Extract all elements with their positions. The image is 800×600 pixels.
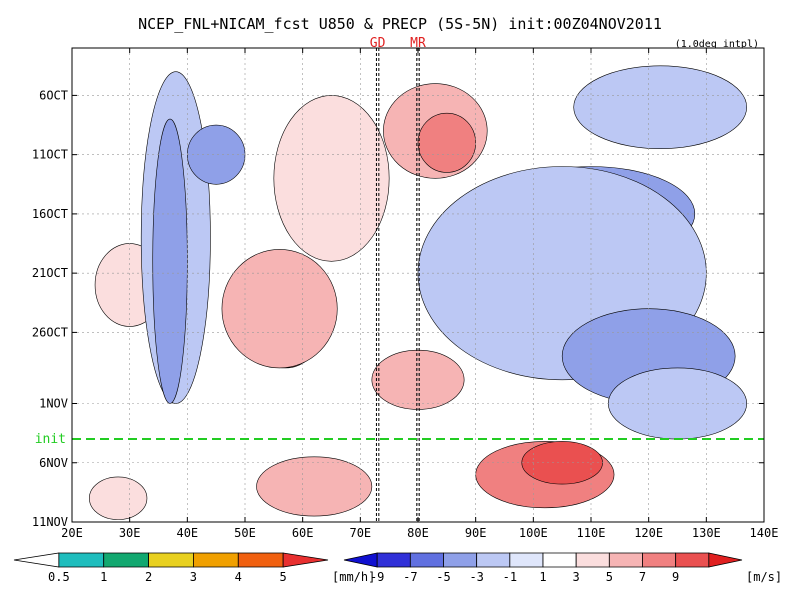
- precip-legend-label: 2: [145, 570, 152, 584]
- wind-legend-unit: [m/s]: [746, 570, 782, 584]
- marker-lines: GD MR: [370, 36, 426, 522]
- x-tick-label: 130E: [692, 526, 721, 540]
- wind-legend-label: -7: [403, 570, 417, 584]
- y-axis-ticks: 6OCT 11OCT 16OCT 21OCT 26OCT 1NOV 6NOV 11NOV: [32, 88, 764, 529]
- precip-legend-label: 4: [235, 570, 242, 584]
- wind-legend-swatch: [708, 552, 743, 568]
- wind-region-westerly-8: [256, 456, 373, 517]
- wind-legend-swatch: [343, 552, 378, 568]
- precip-legend-swatch: [103, 552, 149, 568]
- x-tick-label: 140E: [750, 526, 779, 540]
- wind-region-westerly-3: [417, 112, 476, 173]
- wind-legend-swatch: [476, 552, 511, 568]
- wind-legend-swatch: [376, 552, 411, 568]
- wind-region-westerly-4: [273, 95, 390, 262]
- wind-legend-label: -5: [436, 570, 450, 584]
- y-tick-label: 6OCT: [39, 88, 68, 102]
- chart-subtitle: (1.0deg intpl): [675, 39, 759, 50]
- x-tick-label: 50E: [234, 526, 256, 540]
- init-label: init: [35, 432, 66, 447]
- y-tick-label: 1NOV: [39, 397, 68, 411]
- wind-legend-label: 7: [639, 570, 646, 584]
- wind-legend-swatch: [509, 552, 544, 568]
- plot-area: GD MR init 20E 30E 40E 50E 60E 70E 80E 90E 100E 11…: [32, 36, 779, 540]
- precip-legend-label: 3: [190, 570, 197, 584]
- precip-legend: 0.5 1 2 3 4 5 [mm/h]: [13, 552, 375, 584]
- grid-lines: [72, 48, 764, 522]
- x-tick-label: 100E: [519, 526, 548, 540]
- precip-legend-swatch: [58, 552, 105, 568]
- marker-label-gd: GD: [370, 36, 386, 51]
- precip-legend-label: 5: [280, 570, 287, 584]
- precip-legend-swatch: [237, 552, 284, 568]
- precip-legend-swatch: [148, 552, 194, 568]
- chart-title: NCEP_FNL+NICAM_fcst U850 & PRECP (5S-5N)…: [138, 15, 662, 33]
- precip-legend-swatch: [13, 552, 60, 568]
- wind-region-easterly-12: [152, 118, 188, 404]
- x-tick-label: 110E: [577, 526, 606, 540]
- wind-legend-swatch: [608, 552, 643, 568]
- x-tick-label: 70E: [349, 526, 371, 540]
- wind-legend-label: 5: [606, 570, 613, 584]
- x-tick-label: 80E: [407, 526, 429, 540]
- wind-region-easterly-18: [573, 65, 748, 150]
- wind-legend-label: 3: [573, 570, 580, 584]
- wind-legend-swatch: [675, 552, 710, 568]
- x-tick-label: 20E: [61, 526, 83, 540]
- wind-legend-swatch: [443, 552, 478, 568]
- x-tick-label: 40E: [176, 526, 198, 540]
- x-tick-label: 60E: [292, 526, 314, 540]
- precip-legend-label: 1: [100, 570, 107, 584]
- marker-label-mr: MR: [410, 36, 426, 51]
- wind-legend-label: 9: [672, 570, 679, 584]
- y-tick-label: 11NOV: [32, 515, 68, 529]
- wind-legend-swatch: [542, 552, 577, 568]
- precip-legend-unit: [mm/h]: [332, 570, 375, 584]
- y-tick-label: 26OCT: [32, 325, 68, 339]
- wind-legend-swatch: [642, 552, 677, 568]
- wind-region-westerly-1: [221, 249, 338, 369]
- wind-legend: -9 -7 -5 -3 -1 1 3 5 7 9 [m/s]: [343, 552, 782, 584]
- wind-legend-swatch: [409, 552, 444, 568]
- precip-legend-swatch: [282, 552, 329, 568]
- wind-legend-label: -1: [503, 570, 517, 584]
- y-tick-label: 11OCT: [32, 148, 68, 162]
- wind-legend-label: -9: [370, 570, 384, 584]
- init-line-group: init: [35, 432, 764, 447]
- wind-legend-label: -3: [469, 570, 483, 584]
- y-tick-label: 21OCT: [32, 266, 68, 280]
- precip-legend-swatch: [193, 552, 239, 568]
- y-tick-label: 16OCT: [32, 207, 68, 221]
- x-tick-label: 90E: [465, 526, 487, 540]
- wind-legend-label: 1: [539, 570, 546, 584]
- wind-region-easterly-13: [187, 124, 246, 185]
- x-tick-label: 120E: [634, 526, 663, 540]
- y-tick-label: 6NOV: [39, 456, 68, 470]
- wind-region-westerly-7: [88, 476, 148, 520]
- x-tick-label: 30E: [119, 526, 141, 540]
- wind-legend-swatch: [575, 552, 610, 568]
- precip-legend-label: 0.5: [48, 570, 70, 584]
- x-axis-ticks: 20E 30E 40E 50E 60E 70E 80E 90E 100E 110E 120E 130E…: [61, 48, 778, 540]
